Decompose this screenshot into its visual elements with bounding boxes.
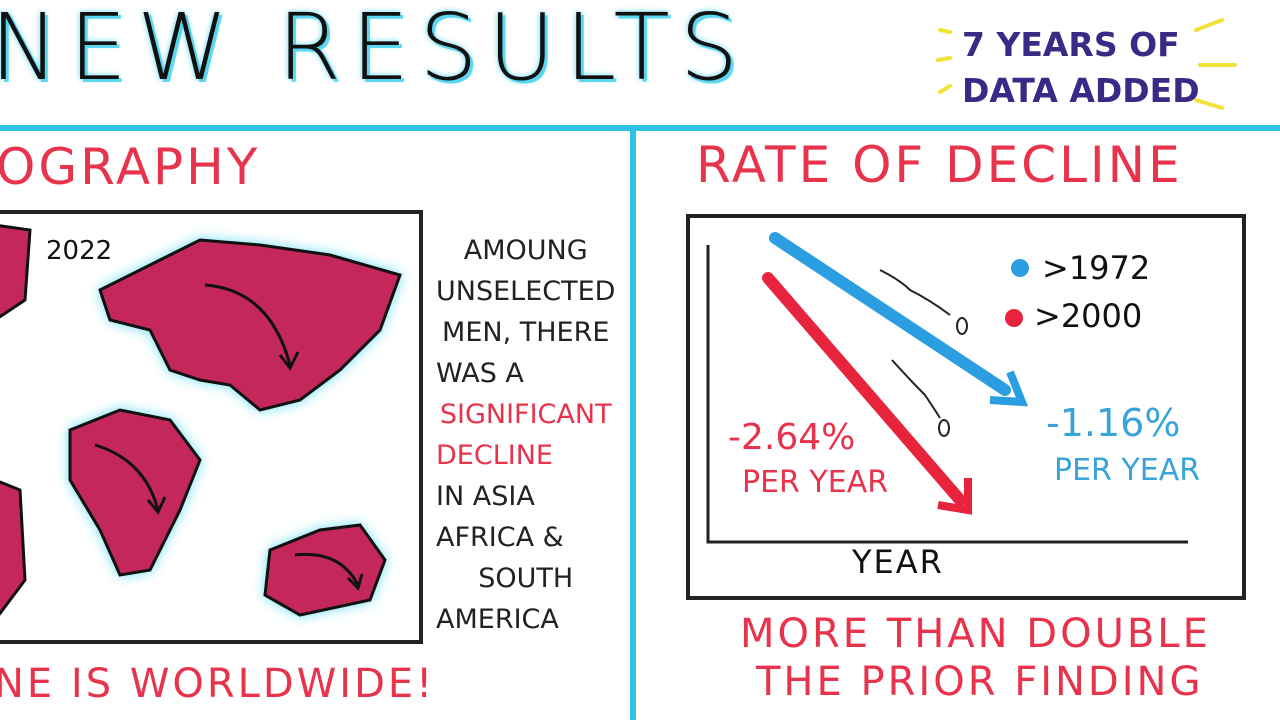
badge-line: 7 YEARS OF [962, 25, 1180, 64]
axis-label: YEAR [852, 543, 944, 581]
note-line: AMOUNG [463, 235, 588, 266]
blue-arrow-head [989, 370, 1029, 407]
note-line: AMERICA [436, 604, 559, 635]
rate-unit: PER YEAR [1054, 453, 1201, 488]
legend-label: >2000 [1034, 297, 1143, 335]
panel-title: RATE OF DECLINE [696, 136, 1183, 194]
map-arrows [94, 283, 364, 591]
note-highlight: SIGNIFICANT [439, 399, 612, 430]
panel-footer: MORE THAN DOUBLE [740, 611, 1211, 657]
map-year: 2022 [46, 236, 113, 266]
panel-title: OGRAPHY [0, 138, 261, 196]
chart-frame [686, 214, 1246, 600]
map-frame [0, 210, 423, 644]
note-line: WAS A [436, 358, 524, 389]
rate-value: -2.64% [728, 417, 856, 458]
panel-footer: THE PRIOR FINDING [756, 659, 1204, 705]
legend-dot [1005, 309, 1023, 327]
sperm-doodles [879, 269, 968, 437]
red-arrow [762, 272, 966, 506]
blue-arrow [769, 232, 1011, 396]
world-map [0, 224, 402, 617]
sun-rays [936, 18, 1237, 110]
legend-dot [1011, 259, 1029, 277]
note-line: MEN, THERE [442, 317, 610, 348]
chart-axes [706, 245, 1188, 544]
red-arrow-head [937, 478, 972, 515]
rate-value: -1.16% [1046, 401, 1181, 445]
badge-line: DATA ADDED [962, 71, 1200, 110]
note: AMOUNG UNSELECTED MEN, THERE WAS A SIGNI… [436, 230, 615, 640]
note-line: SOUTH [478, 563, 574, 594]
note-highlight: DECLINE [436, 440, 553, 471]
note-line: AFRICA & [436, 522, 564, 553]
badge: 7 YEARS OF DATA ADDED [962, 22, 1200, 114]
page-title: NEW RESULTS [0, 0, 749, 101]
note-line: IN ASIA [436, 481, 535, 512]
legend-label: >1972 [1042, 249, 1151, 287]
panel-footer: NE IS WORLDWIDE! [0, 661, 436, 707]
rate-unit: PER YEAR [742, 465, 889, 500]
note-line: UNSELECTED [436, 276, 616, 307]
